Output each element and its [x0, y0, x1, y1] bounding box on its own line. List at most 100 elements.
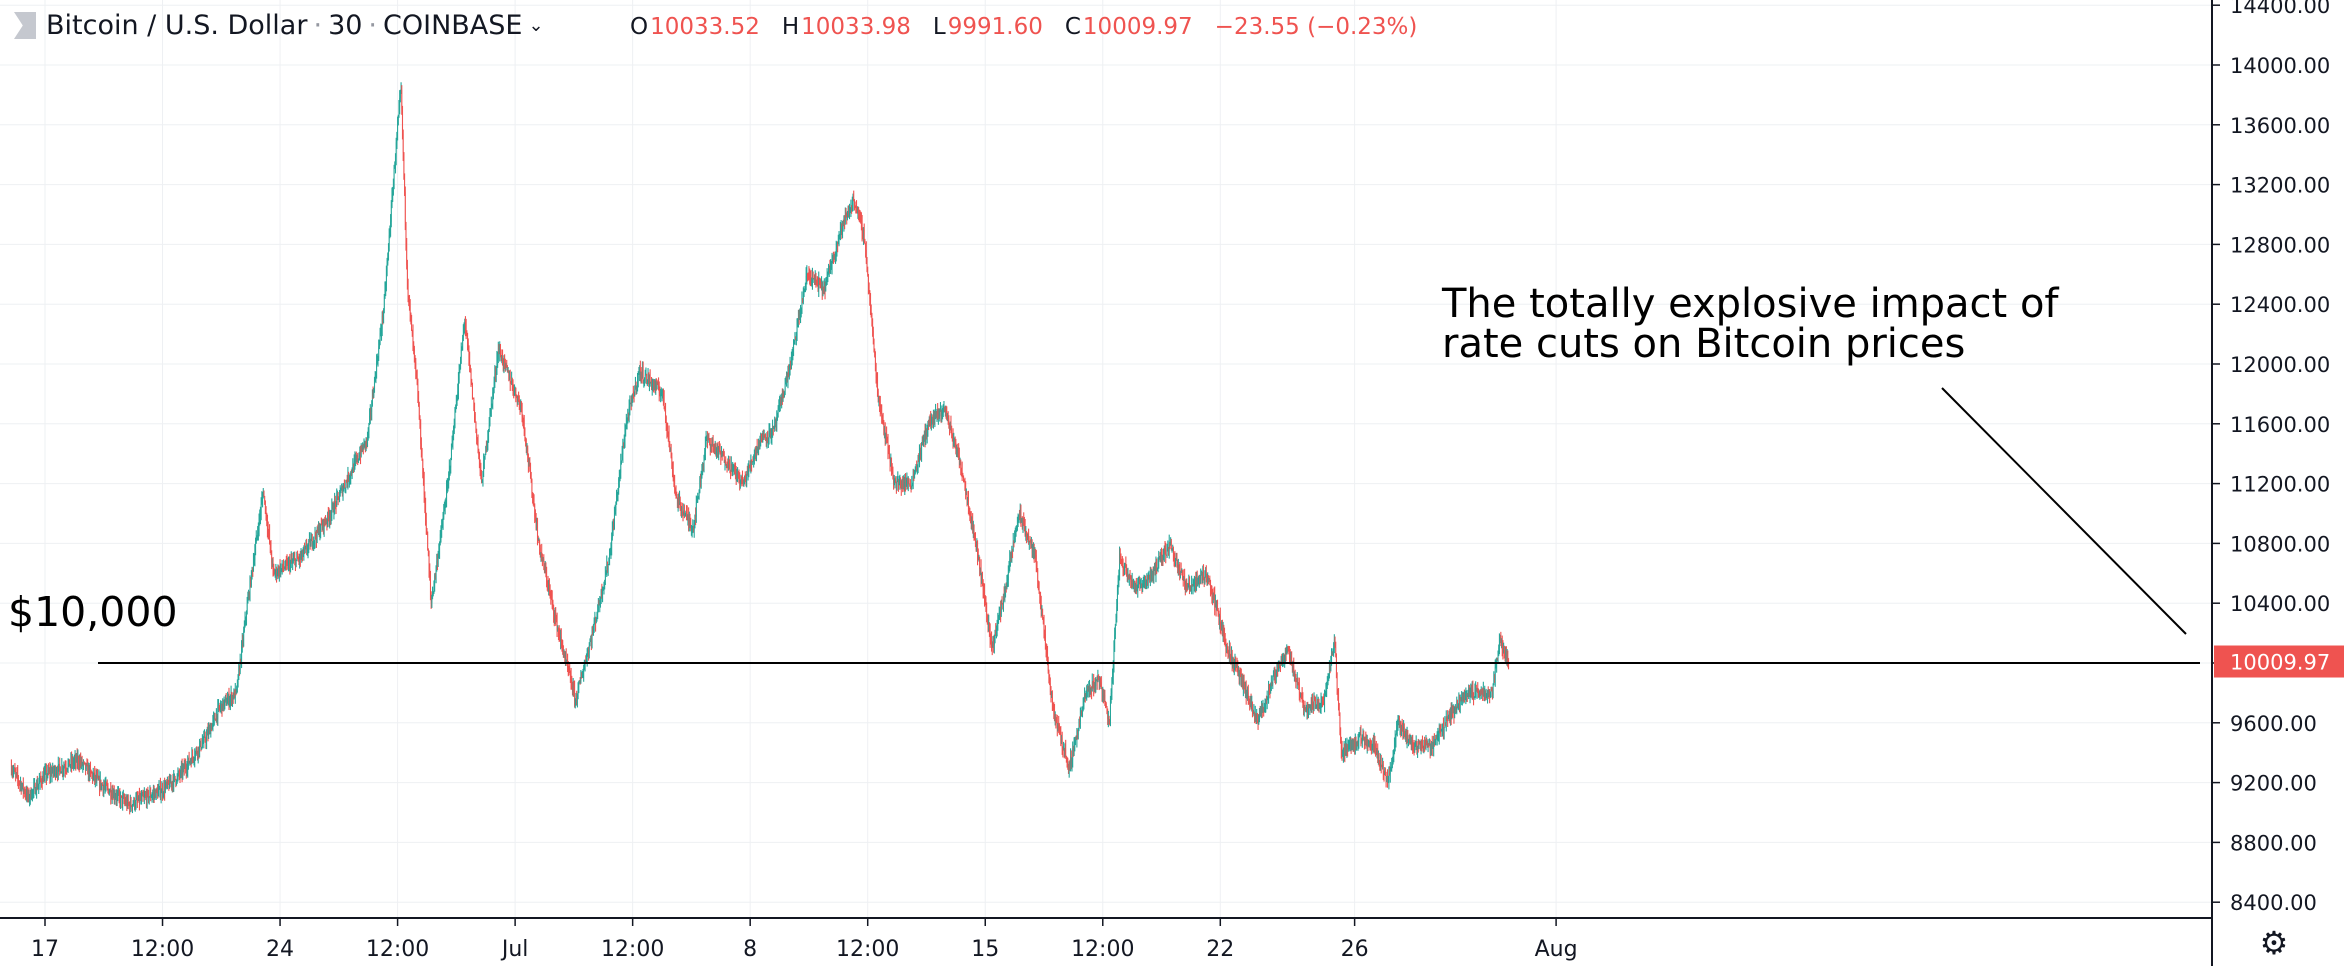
candle-body [1375, 747, 1376, 749]
candle-body [465, 321, 466, 328]
candle-body [1376, 750, 1378, 754]
candle-body [279, 567, 280, 575]
candle-body [56, 772, 58, 774]
candle-body [1317, 702, 1318, 707]
candle-body [1482, 691, 1483, 697]
candle-body [229, 701, 231, 705]
candle-body [934, 417, 936, 420]
candle-body [385, 285, 387, 289]
chevron-down-icon[interactable]: ⌄ [528, 15, 544, 36]
candle-body [1200, 575, 1202, 582]
candle-body [437, 561, 438, 564]
candle-body [1301, 695, 1303, 700]
candle-body [579, 680, 580, 684]
candle-body [803, 291, 805, 295]
candle-body [1443, 727, 1445, 731]
interval-label[interactable]: 30 [328, 10, 363, 41]
candle-body [36, 783, 37, 793]
candle-body [959, 462, 961, 464]
candle-body [746, 474, 748, 482]
candle-body [525, 437, 526, 444]
candle-body [1450, 710, 1452, 719]
candle-body [619, 472, 621, 474]
candle-body [1382, 764, 1383, 766]
candle-body [558, 629, 559, 632]
candle-body [514, 387, 516, 390]
candle-body [145, 795, 147, 797]
candle-body [348, 473, 349, 481]
candle-body [1249, 703, 1251, 707]
candle-body [1455, 706, 1456, 713]
candle-body [326, 521, 328, 523]
candle-body [1168, 542, 1170, 552]
candle-body [840, 224, 842, 230]
candle-body [970, 519, 972, 524]
candle-body [1368, 744, 1369, 746]
candle-body [1268, 687, 1270, 690]
candle-body [892, 471, 894, 480]
candle-body [966, 493, 968, 502]
candle-body [178, 771, 179, 775]
candle-series [10, 82, 1510, 815]
candle-body [1025, 531, 1027, 536]
candle-body [544, 565, 545, 572]
candle-body [465, 327, 467, 333]
candle-body [353, 465, 354, 471]
candle-body [1236, 665, 1237, 667]
candle-body [632, 394, 634, 396]
candle-body [1002, 603, 1004, 605]
candle-body [400, 89, 402, 91]
candle-body [791, 359, 792, 366]
candle-body [1269, 689, 1271, 691]
candle-body [1386, 777, 1388, 780]
candle-body [1084, 694, 1085, 700]
candle-body [1208, 576, 1209, 580]
candle-body [655, 383, 657, 389]
candle-body [1023, 519, 1025, 523]
candle-body [1244, 683, 1246, 691]
candle-body [1417, 745, 1418, 750]
symbol-header[interactable]: Bitcoin / U.S. Dollar · 30 · COINBASE ⌄ [14, 10, 544, 41]
price-axis[interactable]: 8400.008800.009200.009600.0010000.001040… [2211, 0, 2344, 966]
candle-body [756, 446, 757, 453]
candle-body [644, 378, 645, 381]
gear-icon[interactable]: ⚙ [2259, 925, 2289, 961]
candle-body [1210, 580, 1211, 589]
candle-body [1100, 679, 1102, 683]
candle-body [1237, 668, 1239, 674]
candle-body [632, 394, 633, 396]
candle-body [1077, 729, 1079, 736]
candle-body [955, 443, 957, 453]
candle-body [777, 417, 778, 419]
candle-body [169, 778, 171, 784]
candle-body [307, 545, 309, 551]
candle-body [1427, 743, 1428, 745]
candle-body [69, 759, 70, 767]
candle-body [1105, 703, 1106, 705]
candle-body [723, 453, 724, 456]
candle-body [131, 805, 133, 808]
candle-body [1122, 565, 1124, 569]
candle-body [839, 233, 841, 237]
candle-body [1108, 717, 1110, 721]
candle-body [29, 797, 30, 800]
candle-body [1372, 742, 1374, 747]
candle-body [1079, 720, 1081, 722]
candle-body [315, 533, 317, 537]
candle-body [681, 507, 682, 510]
candle-body [490, 404, 492, 409]
candle-body [963, 481, 965, 483]
candle-body [270, 544, 272, 555]
candle-body [175, 779, 177, 783]
candle-body [890, 458, 892, 463]
candle-body [1400, 724, 1402, 732]
candle-body [1062, 746, 1064, 751]
candle-body [894, 480, 896, 483]
candle-body [1265, 701, 1267, 705]
candle-body [1052, 705, 1054, 708]
candle-body [861, 220, 862, 222]
time-axis[interactable]: 17 12:00 24 12:00 Jul 12:00 8 12:00 15 12:00 22 26 A… [0, 917, 2212, 962]
candle-body [55, 768, 56, 776]
candle-body [24, 789, 26, 794]
